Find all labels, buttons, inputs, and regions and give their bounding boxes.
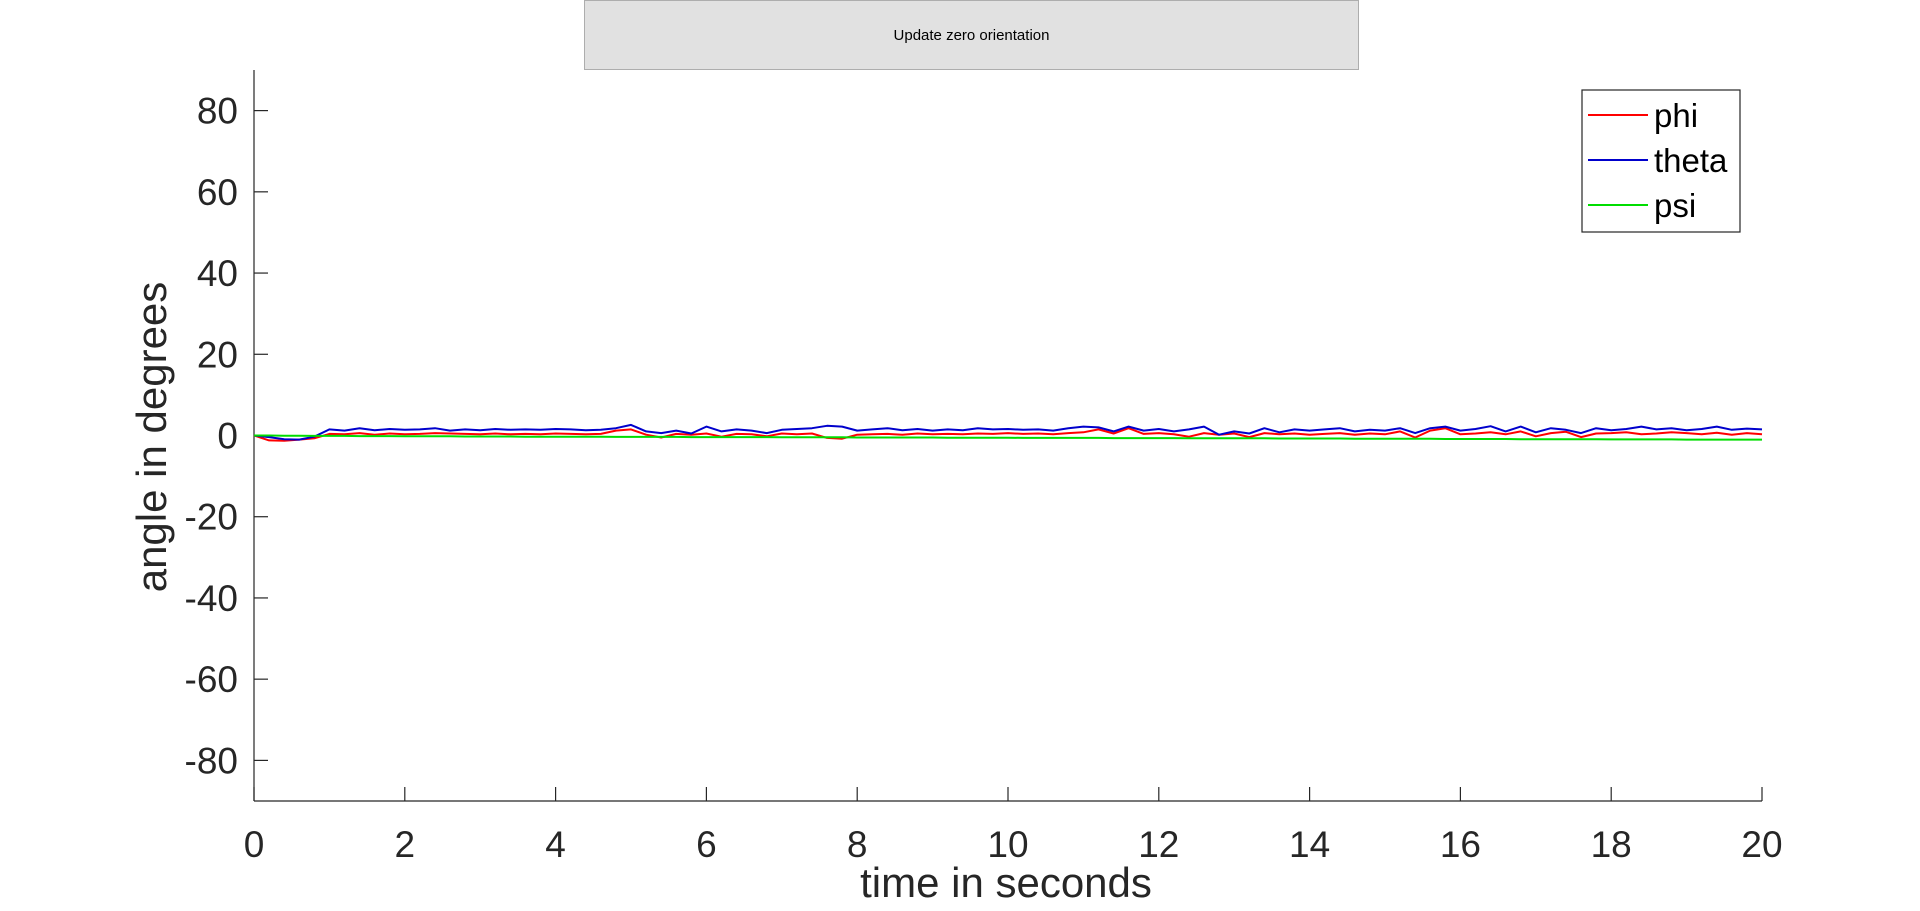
legend: phi theta psi — [1581, 89, 1741, 233]
y-axis-ticks: -80 -60 -40 -20 0 20 40 60 80 — [185, 91, 268, 781]
y-tick-label: 60 — [197, 172, 238, 213]
y-tick-label: 0 — [217, 416, 238, 457]
x-tick-label: 6 — [696, 824, 717, 865]
x-tick-label: 18 — [1591, 824, 1632, 865]
x-tick-label: 12 — [1138, 824, 1179, 865]
series-line-theta — [253, 423, 1763, 441]
y-tick-label: -40 — [185, 578, 238, 619]
series-line-psi — [254, 434, 1762, 441]
x-tick-label: 2 — [395, 824, 416, 865]
x-tick-label: 14 — [1289, 824, 1330, 865]
x-tick-label: 4 — [545, 824, 566, 865]
x-tick-label: 16 — [1440, 824, 1481, 865]
x-axis-label: time in seconds — [860, 859, 1152, 906]
x-axis-ticks: 0 2 4 6 8 10 12 14 16 18 20 — [244, 787, 1783, 865]
x-tick-label: 8 — [847, 824, 868, 865]
series-lines — [253, 423, 1763, 442]
y-tick-label: 20 — [197, 334, 238, 375]
x-tick-label: 0 — [244, 824, 265, 865]
legend-label-phi: phi — [1654, 97, 1698, 134]
x-tick-label: 20 — [1741, 824, 1782, 865]
y-tick-label: 80 — [197, 91, 238, 132]
y-tick-label: -80 — [185, 740, 238, 781]
series-line-phi — [253, 427, 1763, 442]
y-tick-label: -60 — [185, 659, 238, 700]
y-tick-label: 40 — [197, 253, 238, 294]
legend-label-psi: psi — [1654, 187, 1696, 224]
y-axis-label: angle in degrees — [128, 282, 175, 593]
legend-label-theta: theta — [1654, 142, 1728, 179]
update-zero-orientation-button[interactable]: Update zero orientation — [584, 0, 1359, 70]
x-tick-label: 10 — [987, 824, 1028, 865]
y-tick-label: -20 — [185, 497, 238, 538]
